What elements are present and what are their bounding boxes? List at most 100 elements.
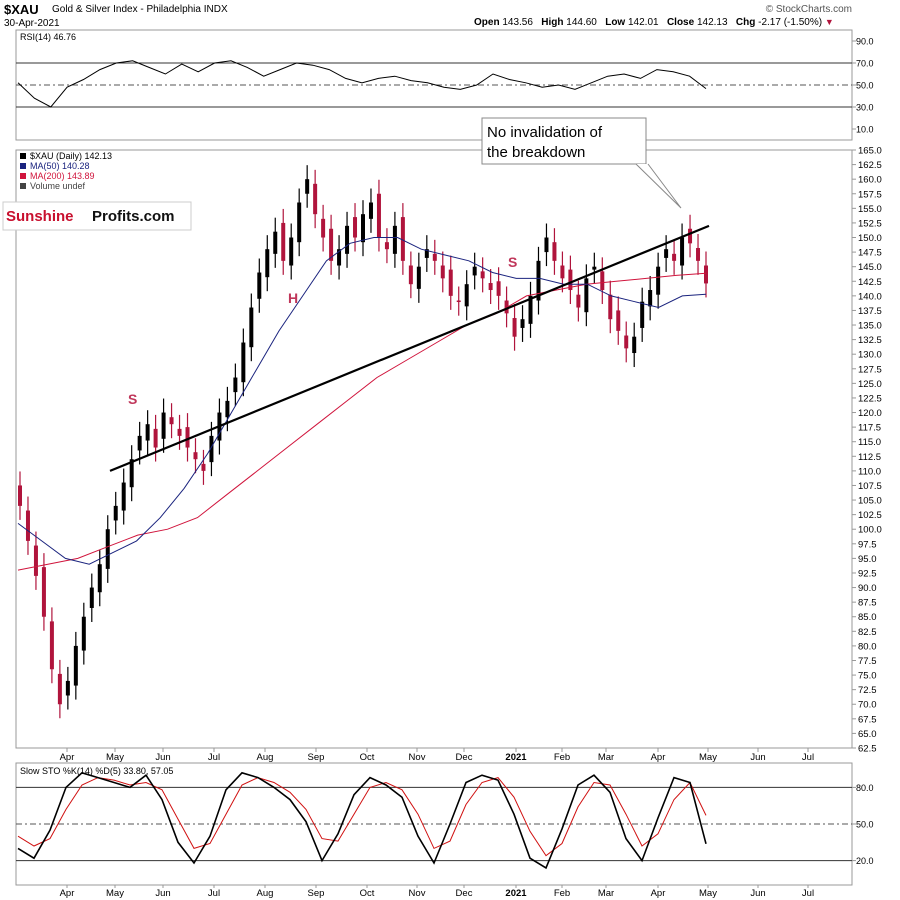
x-tick-label: Jul: [208, 888, 220, 899]
brand-label: © StockCharts.com: [765, 4, 852, 15]
y-tick-label: 90.0: [856, 37, 874, 47]
price-candle-body: [560, 265, 565, 279]
price-candle-body: [584, 278, 589, 313]
low-value: 142.01: [628, 17, 659, 28]
price-candle-body: [400, 217, 405, 261]
stochastic-legend: Slow STO %K(14) %D(5) 33.80, 57.05: [20, 766, 173, 776]
y-tick-label: 117.5: [858, 423, 881, 434]
y-tick-label: 140.0: [858, 291, 882, 302]
ma50-legend: MA(50) 140.28: [30, 161, 90, 171]
y-tick-label: 162.5: [858, 160, 882, 171]
price-candle-body: [297, 202, 302, 243]
price-candle-body: [704, 265, 708, 284]
x-tick-label: Aug: [257, 888, 274, 899]
price-candle-body: [89, 587, 94, 608]
price-candle-body: [313, 183, 318, 215]
open-label: Open: [474, 17, 500, 28]
stochastic-panel: 20.0 50.0 80.0 Slow STO %K(14) %D(5) 33.80,…: [15, 762, 874, 899]
x-tick-label: Dec: [456, 752, 473, 763]
x-tick-label: Mar: [598, 888, 614, 899]
price-candle-body: [25, 510, 30, 541]
callout-pointer: [635, 163, 682, 209]
y-tick-label: 10.0: [856, 125, 874, 135]
x-tick-label: Mar: [598, 752, 614, 763]
rsi-legend: RSI(14) 46.76: [20, 32, 76, 42]
y-tick-label: 50.0: [856, 820, 874, 830]
y-tick-label: 97.5: [858, 539, 877, 550]
price-candle-body: [345, 225, 350, 254]
x-tick-label: Feb: [554, 752, 570, 763]
y-tick-label: 107.5: [858, 481, 882, 492]
right-shoulder-label: S: [508, 254, 517, 270]
price-candle-body: [624, 335, 629, 349]
price-legend: $XAU (Daily) 142.13: [30, 151, 112, 161]
y-tick-label: 110.0: [858, 466, 881, 477]
price-candle-body: [233, 377, 238, 393]
x-tick-label: Oct: [360, 752, 375, 763]
y-tick-label: 75.0: [858, 671, 877, 682]
price-candle-body: [648, 290, 653, 307]
y-tick-label: 165.0: [858, 146, 882, 157]
price-candle-body: [696, 248, 701, 261]
volume-legend: Volume undef: [30, 181, 86, 191]
price-candle-body: [337, 249, 342, 266]
price-candle-body: [105, 529, 110, 569]
price-candle-body: [225, 400, 230, 418]
price-candle-body: [544, 237, 549, 253]
rsi-panel: 10.0 30.0 50.0 70.0 90.0 RSI(14) 46.76: [15, 29, 874, 141]
x-tick-label: May: [106, 752, 124, 763]
stochastic-k-line: [17, 771, 707, 870]
price-candle-body: [688, 228, 693, 244]
x-tick-label: Nov: [409, 888, 426, 899]
y-tick-label: 150.0: [858, 233, 882, 244]
price-candle-body: [73, 645, 78, 686]
x-tick-label: Apr: [651, 752, 666, 763]
price-candle-body: [81, 616, 86, 651]
price-candle-body: [600, 271, 605, 291]
price-candle-body: [680, 237, 685, 266]
price-candle-body: [632, 336, 637, 354]
low-label: Low: [605, 17, 626, 28]
price-candle-body: [528, 295, 533, 324]
x-tick-label: May: [699, 752, 717, 763]
y-tick-label: 100.0: [858, 525, 882, 536]
y-tick-label: 147.5: [858, 248, 882, 259]
price-candle-body: [536, 260, 541, 301]
price-candle-body: [640, 301, 645, 328]
chart-date: 30-Apr-2021: [4, 18, 60, 29]
y-tick-label: 115.0: [858, 437, 881, 448]
price-candle-body: [392, 225, 397, 254]
ma200-line: [17, 272, 707, 571]
neckline-trendline: [109, 224, 710, 472]
price-candle-body: [616, 310, 621, 331]
price-candle-body: [41, 567, 46, 617]
x-tick-label: May: [699, 888, 717, 899]
y-tick-label: 50.0: [856, 81, 874, 91]
y-tick-label: 142.5: [858, 277, 882, 288]
price-candle-body: [177, 428, 182, 436]
y-tick-label: 77.5: [858, 656, 877, 667]
symbol-label: $XAU: [4, 2, 39, 17]
x-tick-label: Sep: [308, 888, 325, 899]
x-tick-label: Jun: [155, 888, 170, 899]
price-candle-body: [193, 452, 198, 460]
price-candle-body: [448, 269, 453, 296]
price-candle-body: [129, 459, 134, 488]
y-tick-label: 102.5: [858, 510, 882, 521]
x-tick-label: May: [106, 888, 124, 899]
price-candle-body: [201, 463, 206, 471]
y-tick-label: 85.0: [858, 612, 877, 623]
price-candle-body: [321, 218, 326, 238]
chg-label: Chg: [735, 17, 756, 28]
price-candle-body: [416, 266, 421, 289]
price-panel: 62.5 65.0 67.5 70.0 72.5 75.0 77.5 80.0 82.5 85.0…: [2, 117, 882, 763]
left-shoulder-label: S: [128, 391, 137, 407]
x-tick-label: Jun: [155, 752, 170, 763]
y-tick-label: 70.0: [858, 700, 877, 711]
price-candle-body: [608, 294, 613, 320]
y-tick-label: 90.0: [858, 583, 877, 594]
x-tick-label: Aug: [257, 752, 274, 763]
price-candle-body: [121, 482, 126, 511]
price-candle-body: [424, 249, 429, 258]
x-tick-label: Apr: [60, 888, 75, 899]
